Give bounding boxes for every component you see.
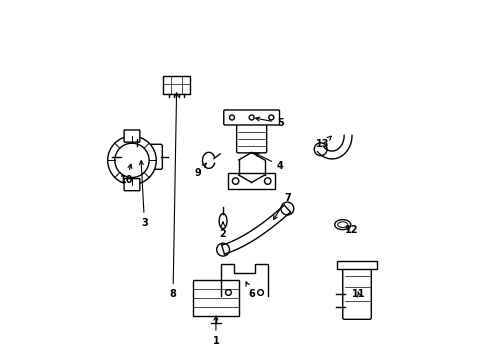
- Text: 3: 3: [139, 161, 147, 228]
- FancyBboxPatch shape: [124, 130, 140, 142]
- FancyBboxPatch shape: [119, 144, 162, 169]
- Text: 9: 9: [194, 163, 206, 178]
- Text: 13: 13: [316, 136, 330, 149]
- FancyBboxPatch shape: [192, 280, 239, 316]
- Circle shape: [257, 290, 263, 296]
- Circle shape: [225, 290, 231, 296]
- Text: 11: 11: [351, 289, 365, 299]
- Circle shape: [264, 178, 270, 184]
- Circle shape: [281, 202, 293, 215]
- Text: 10: 10: [120, 164, 133, 185]
- FancyBboxPatch shape: [228, 173, 274, 189]
- Circle shape: [268, 115, 273, 120]
- FancyBboxPatch shape: [163, 76, 190, 94]
- Ellipse shape: [334, 220, 350, 230]
- Circle shape: [140, 143, 149, 153]
- FancyBboxPatch shape: [124, 179, 140, 191]
- Text: 12: 12: [344, 225, 358, 235]
- Ellipse shape: [219, 213, 226, 229]
- Circle shape: [115, 143, 149, 177]
- FancyBboxPatch shape: [342, 262, 370, 319]
- Ellipse shape: [337, 222, 347, 228]
- FancyBboxPatch shape: [224, 110, 279, 125]
- Text: 5: 5: [255, 117, 283, 128]
- Text: 1: 1: [212, 316, 219, 346]
- Circle shape: [314, 143, 326, 156]
- Circle shape: [248, 115, 254, 120]
- Text: 4: 4: [255, 153, 283, 171]
- Circle shape: [232, 178, 238, 184]
- Text: 7: 7: [273, 193, 290, 220]
- Circle shape: [216, 243, 229, 256]
- FancyBboxPatch shape: [236, 120, 266, 153]
- Circle shape: [107, 136, 156, 185]
- Text: 6: 6: [245, 282, 255, 299]
- Text: 8: 8: [169, 93, 178, 299]
- FancyBboxPatch shape: [337, 261, 376, 269]
- Text: 2: 2: [219, 222, 226, 239]
- Circle shape: [229, 115, 234, 120]
